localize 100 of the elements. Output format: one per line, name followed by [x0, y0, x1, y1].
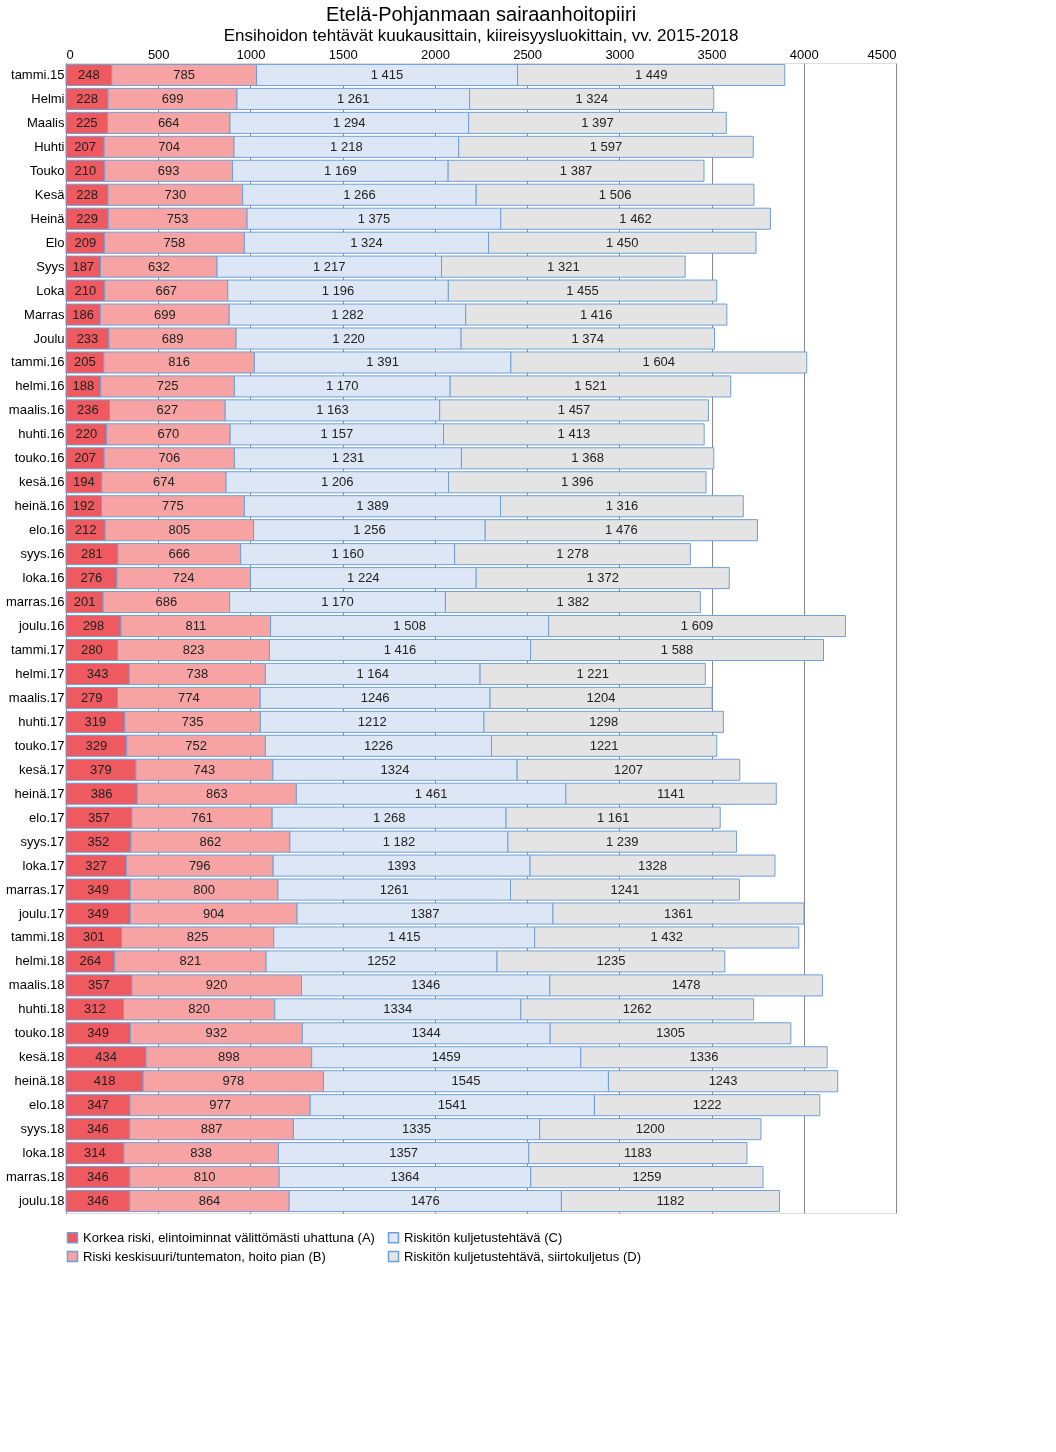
data-label: 1 220	[332, 330, 365, 346]
data-label: 210	[74, 162, 97, 178]
data-label: 194	[73, 474, 95, 490]
data-label: 236	[76, 402, 99, 418]
data-label: 1 294	[333, 114, 366, 130]
data-label: 352	[87, 833, 110, 849]
data-label: 730	[164, 186, 187, 202]
data-label: 686	[155, 594, 178, 610]
data-label: 904	[202, 905, 225, 921]
data-label: 1393	[387, 857, 417, 873]
data-label: 820	[188, 1001, 211, 1017]
data-label: 228	[76, 186, 98, 202]
data-label: 1222	[692, 1097, 722, 1113]
data-label: 1 182	[382, 833, 416, 849]
legend-label: Korkea riski, elintoiminnat välittömästi uhattuna (A)	[83, 1229, 375, 1245]
y-tick-label: Touko	[29, 162, 65, 178]
data-label: 1 160	[331, 546, 364, 562]
data-label: 805	[168, 522, 191, 538]
x-tick-label: 1500	[328, 46, 358, 62]
data-label: 1 391	[366, 354, 399, 370]
data-label: 674	[153, 474, 175, 490]
data-label: 1 461	[414, 785, 448, 801]
data-label: 1 268	[372, 809, 406, 825]
data-label: 225	[75, 114, 98, 130]
data-label: 1 221	[576, 665, 609, 681]
chart-title: Etelä-Pohjanmaan sairaanhoitopiiri	[325, 3, 637, 25]
data-label: 248	[78, 66, 100, 82]
data-label: 1 372	[586, 570, 620, 586]
data-label: 666	[168, 546, 191, 562]
data-label: 1 476	[605, 522, 638, 538]
data-label: 301	[82, 929, 105, 945]
data-label: 312	[83, 1001, 106, 1017]
data-label: 1305	[656, 1025, 685, 1041]
y-tick-label: elo.17	[29, 809, 65, 825]
data-label: 281	[81, 546, 103, 562]
data-label: 670	[157, 426, 180, 442]
x-tick-label: 0	[66, 46, 74, 62]
data-label: 735	[181, 713, 204, 729]
data-label: 1344	[411, 1025, 441, 1041]
data-label: 1324	[380, 761, 410, 777]
data-label: 1335	[402, 1121, 431, 1137]
data-label: 1346	[411, 977, 441, 993]
data-label: 977	[209, 1097, 231, 1113]
y-tick-label: Huhti	[34, 138, 65, 154]
legend-label: Riskitön kuljetustehtävä (C)	[404, 1229, 563, 1245]
data-label: 627	[156, 402, 179, 418]
data-label: 1 588	[660, 641, 694, 657]
y-tick-label: maalis.18	[8, 977, 65, 993]
data-label: 1 416	[580, 306, 613, 322]
data-label: 724	[172, 570, 195, 586]
data-label: 1541	[437, 1097, 467, 1113]
data-label: 1182	[656, 1193, 685, 1209]
data-label: 758	[163, 234, 186, 250]
data-label: 1357	[389, 1145, 419, 1161]
data-label: 1 416	[383, 641, 417, 657]
legend-label: Riski keskisuuri/tuntematon, hoito pian (B)	[83, 1248, 326, 1264]
data-label: 1 324	[575, 90, 608, 106]
data-label: 1328	[638, 857, 667, 873]
y-tick-label: joulu.16	[17, 618, 65, 634]
data-label: 357	[88, 977, 110, 993]
y-tick-label: touko.16	[14, 450, 65, 466]
data-label: 1 396	[561, 474, 594, 490]
y-tick-label: Elo	[45, 234, 65, 250]
data-label: 1 324	[350, 234, 383, 250]
data-label: 1 164	[356, 665, 389, 681]
data-label: 1 256	[353, 522, 386, 538]
data-label: 329	[85, 737, 108, 753]
data-label: 811	[185, 618, 207, 634]
data-label: 186	[72, 306, 94, 322]
y-tick-label: loka.16	[22, 570, 65, 586]
data-label: 209	[74, 234, 97, 250]
data-label: 192	[72, 498, 95, 514]
data-label: 932	[205, 1025, 228, 1041]
data-label: 207	[74, 138, 96, 154]
data-label: 1 455	[566, 282, 599, 298]
y-tick-label: marras.18	[5, 1169, 65, 1185]
data-label: 863	[205, 785, 228, 801]
data-label: 1 449	[634, 66, 668, 82]
data-label: 1 206	[321, 474, 354, 490]
data-label: 1 239	[605, 833, 639, 849]
data-label: 279	[80, 689, 103, 705]
y-tick-label: Kesä	[34, 186, 66, 202]
chart-subtitle: Ensihoidon tehtävät kuukausittain, kiireisyysluokittain, vv. 2015-2018	[223, 26, 739, 45]
data-label: 1200	[635, 1121, 665, 1137]
y-tick-label: huhti.17	[18, 713, 65, 729]
y-tick-label: huhti.16	[18, 426, 65, 442]
data-label: 1141	[657, 785, 686, 801]
legend-label: Riskitön kuljetustehtävä, siirtokuljetus (D)	[404, 1248, 641, 1264]
data-label: 699	[161, 90, 184, 106]
data-label: 212	[74, 522, 97, 538]
data-label: 1246	[360, 689, 390, 705]
data-label: 220	[75, 426, 98, 442]
data-label: 1235	[596, 953, 626, 969]
y-tick-label: elo.18	[29, 1097, 65, 1113]
data-label: 1364	[390, 1169, 420, 1185]
data-label: 632	[147, 258, 170, 274]
x-tick-label: 3000	[605, 46, 635, 62]
data-label: 1 161	[596, 809, 630, 825]
data-label: 838	[190, 1145, 213, 1161]
data-label: 667	[155, 282, 178, 298]
